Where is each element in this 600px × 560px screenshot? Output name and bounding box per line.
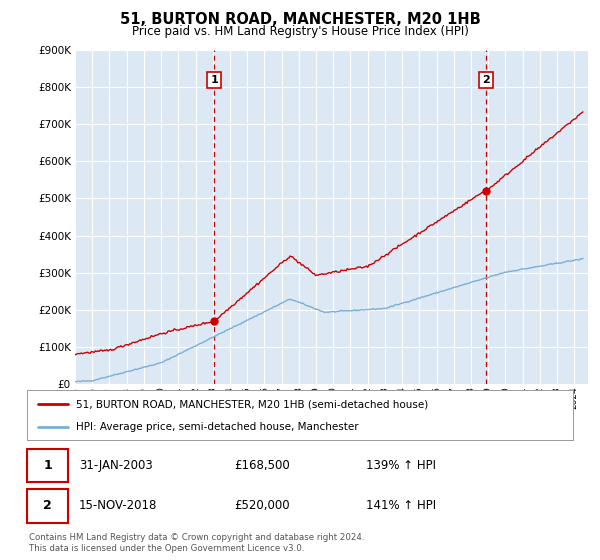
- Text: £520,000: £520,000: [235, 500, 290, 512]
- Text: 2: 2: [482, 75, 490, 85]
- Text: £168,500: £168,500: [235, 459, 290, 472]
- Text: 51, BURTON ROAD, MANCHESTER, M20 1HB (semi-detached house): 51, BURTON ROAD, MANCHESTER, M20 1HB (se…: [76, 399, 428, 409]
- Text: Contains HM Land Registry data © Crown copyright and database right 2024.
This d: Contains HM Land Registry data © Crown c…: [29, 533, 364, 553]
- Text: 141% ↑ HPI: 141% ↑ HPI: [365, 500, 436, 512]
- Text: 139% ↑ HPI: 139% ↑ HPI: [365, 459, 436, 472]
- Text: 15-NOV-2018: 15-NOV-2018: [79, 500, 157, 512]
- Text: 1: 1: [210, 75, 218, 85]
- Text: 2: 2: [43, 500, 52, 512]
- Text: 51, BURTON ROAD, MANCHESTER, M20 1HB: 51, BURTON ROAD, MANCHESTER, M20 1HB: [119, 12, 481, 27]
- Text: 31-JAN-2003: 31-JAN-2003: [79, 459, 152, 472]
- Text: 1: 1: [43, 459, 52, 472]
- Text: HPI: Average price, semi-detached house, Manchester: HPI: Average price, semi-detached house,…: [76, 422, 359, 432]
- FancyBboxPatch shape: [27, 489, 68, 522]
- Text: Price paid vs. HM Land Registry's House Price Index (HPI): Price paid vs. HM Land Registry's House …: [131, 25, 469, 38]
- FancyBboxPatch shape: [27, 449, 68, 482]
